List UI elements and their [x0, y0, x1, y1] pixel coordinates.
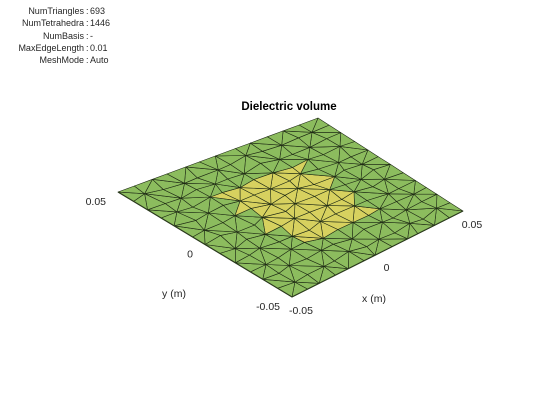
- substrate-edge: [117, 191, 464, 298]
- y-tick-label: 0: [187, 249, 193, 261]
- substrate-triangle: [267, 130, 284, 146]
- axis-ticks: -0.05 0 0.05 -0.05 0 0.05: [86, 196, 483, 317]
- info-row: NumTetrahedra:1446: [0, 18, 200, 30]
- info-name: MeshMode: [39, 55, 84, 66]
- info-value: 693: [90, 6, 106, 16]
- x-tick-label: -0.05: [289, 305, 313, 317]
- info-value: -: [90, 30, 93, 41]
- y-tick-label: -0.05: [256, 301, 280, 313]
- substrate-triangle: [199, 155, 219, 171]
- info-row: NumBasis: -: [0, 31, 200, 43]
- substrate-triangle: [235, 142, 251, 156]
- info-name: NumBasis: [42, 30, 84, 41]
- info-name: NumTriangles: [28, 6, 84, 16]
- y-axis-label: y (m): [162, 288, 186, 300]
- substrate-triangle: [298, 117, 319, 133]
- x-tick-label: 0.05: [462, 219, 483, 231]
- info-name: NumTetrahedra: [21, 18, 84, 29]
- info-separator: :: [86, 55, 89, 66]
- info-row: MeshMode: Auto: [0, 55, 200, 67]
- mesh-surface: [117, 117, 464, 298]
- x-tick-label: 0: [384, 262, 390, 274]
- y-tick-label: 0.05: [86, 196, 107, 208]
- info-separator: :: [86, 42, 89, 53]
- substrate-triangle: [134, 179, 153, 194]
- info-separator: :: [86, 18, 89, 29]
- info-value: 1446: [90, 18, 111, 29]
- chart-title: Dielectric volume: [241, 101, 336, 113]
- mesh-info-panel: NumTriangles:693 NumTetrahedra:1446 NumBas…: [0, 6, 200, 76]
- info-row: MaxEdgeLength:0.01: [0, 43, 200, 55]
- info-name: MaxEdgeLength: [18, 42, 84, 53]
- info-separator: :: [86, 30, 89, 41]
- info-separator: :: [86, 6, 89, 16]
- substrate-triangle: [166, 166, 187, 184]
- info-row: NumTriangles:693: [0, 6, 200, 18]
- x-axis-label: x (m): [362, 293, 386, 305]
- info-value: 0.01: [90, 42, 108, 53]
- info-value: Auto: [90, 55, 109, 66]
